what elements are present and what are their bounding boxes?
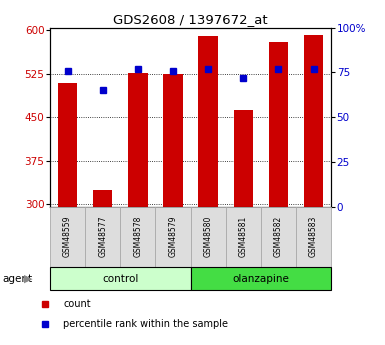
Text: GSM48580: GSM48580 xyxy=(204,215,213,257)
Bar xyxy=(50,267,191,290)
Bar xyxy=(226,207,261,267)
Text: agent: agent xyxy=(2,274,32,284)
Text: GSM48577: GSM48577 xyxy=(98,215,107,257)
Bar xyxy=(93,190,112,207)
Bar xyxy=(199,36,218,207)
Bar xyxy=(163,75,182,207)
Text: control: control xyxy=(102,274,139,284)
Bar xyxy=(269,42,288,207)
Bar xyxy=(296,207,331,267)
Bar xyxy=(191,267,331,290)
Text: GSM48581: GSM48581 xyxy=(239,215,248,257)
Bar xyxy=(85,207,120,267)
Bar xyxy=(304,34,323,207)
Bar xyxy=(156,207,191,267)
Text: GSM48583: GSM48583 xyxy=(309,215,318,257)
Text: ▶: ▶ xyxy=(23,274,32,284)
Bar xyxy=(191,207,226,267)
Text: count: count xyxy=(63,299,91,308)
Bar xyxy=(50,207,85,267)
Title: GDS2608 / 1397672_at: GDS2608 / 1397672_at xyxy=(113,13,268,27)
Bar xyxy=(234,110,253,207)
Text: GSM48578: GSM48578 xyxy=(133,215,142,257)
Text: percentile rank within the sample: percentile rank within the sample xyxy=(63,319,228,329)
Text: GSM48582: GSM48582 xyxy=(274,215,283,257)
Text: GSM48579: GSM48579 xyxy=(169,215,177,257)
Text: GSM48559: GSM48559 xyxy=(63,215,72,257)
Text: olanzapine: olanzapine xyxy=(233,274,289,284)
Bar xyxy=(121,207,156,267)
Bar xyxy=(58,82,77,207)
Bar xyxy=(128,73,147,207)
Bar xyxy=(261,207,296,267)
